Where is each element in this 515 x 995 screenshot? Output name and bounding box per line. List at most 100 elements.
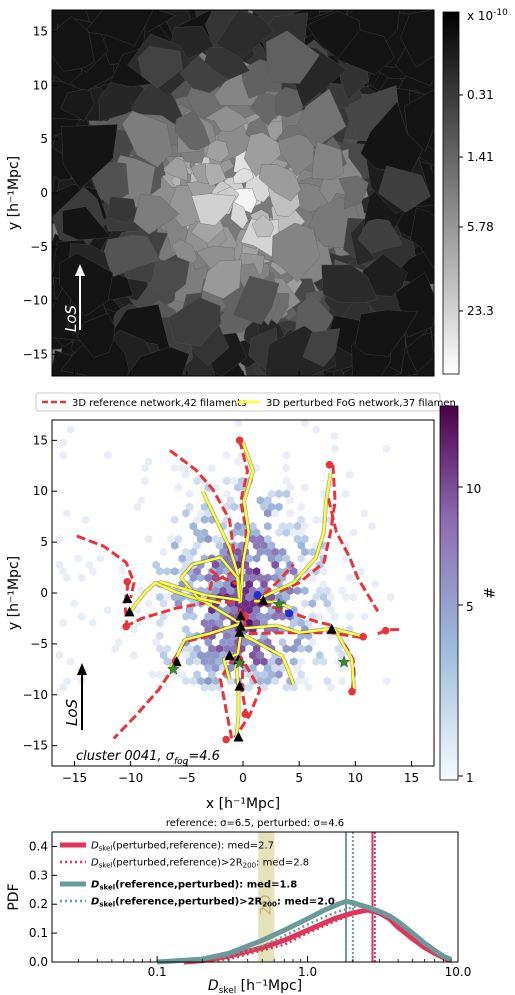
hexbin-cell <box>275 592 283 602</box>
y-tick-label: −10 <box>23 294 48 308</box>
hexbin-cell <box>226 586 235 595</box>
voronoi-cell <box>61 124 118 190</box>
hexbin-cell <box>211 612 220 621</box>
hexbin-cell <box>252 567 261 576</box>
hexbin-cell <box>301 586 309 595</box>
hexbin-cell <box>204 534 212 544</box>
pdf-curves <box>156 898 453 965</box>
hexbin-cell <box>223 644 231 653</box>
critical-point-saddle <box>234 680 245 691</box>
hexbin-cell <box>338 676 346 686</box>
hexbin-cell <box>182 612 190 621</box>
reference-filament <box>235 607 248 716</box>
voronoi-cell <box>133 193 180 235</box>
critical-point-saddle <box>326 623 337 634</box>
hexbin-cell <box>145 457 153 466</box>
hexbin-cell <box>130 625 138 634</box>
hexbin-cell <box>163 592 171 602</box>
hexbin-cell <box>357 567 365 576</box>
hexbin-cell <box>182 650 190 660</box>
hexbin-cell <box>156 644 164 653</box>
hexbin-cell <box>282 683 291 692</box>
pdf-legend-sub: skel <box>99 884 115 892</box>
pdf-legend: Dskel(perturbed,reference): med=2.7 Dskel… <box>60 841 335 909</box>
voronoi-cell <box>410 207 435 269</box>
hexbin-cell <box>89 618 97 628</box>
pdf-legend-rest: (reference,perturbed)>2R <box>115 897 262 908</box>
hexbin-cell <box>59 567 67 576</box>
hexbin-cell <box>267 657 276 666</box>
y-tick-label: 5 <box>40 132 48 146</box>
voronoi-cell <box>251 214 275 238</box>
hexbin-cell <box>338 663 346 673</box>
voronoi-cell <box>258 164 302 202</box>
hexbin-cell <box>264 534 272 544</box>
hexbin-cell <box>241 638 250 647</box>
filament-x-ticks: −15 −10 −5 0 5 10 15 <box>62 761 419 785</box>
hexbin-cell <box>308 547 317 557</box>
hexbin-cell <box>297 657 305 666</box>
hexbin-cell <box>371 580 380 589</box>
hexbin-cell <box>137 496 145 505</box>
hexbin-cell <box>193 657 201 666</box>
voronoi-cell <box>233 275 280 325</box>
critical-point-maximum <box>222 735 230 744</box>
pdf-legend-d: D <box>91 897 99 908</box>
critical-point-saddle <box>235 620 246 631</box>
y-tick-label: 0.4 <box>29 839 48 853</box>
hexbin-cell <box>59 683 67 692</box>
hexbin-cell <box>264 638 272 647</box>
voronoi-cell <box>354 309 418 357</box>
hexbin-cell <box>260 580 268 589</box>
hexbin-cell <box>271 573 279 583</box>
filament-x-label: x [h⁻¹Mpc] <box>206 796 280 812</box>
hexbin-cell <box>252 528 261 537</box>
hexbin-cell <box>282 476 291 486</box>
reference-filament <box>76 534 136 599</box>
hexbin-cell <box>342 592 350 602</box>
hexbin-cell <box>189 676 198 686</box>
voronoi-cell <box>202 259 242 299</box>
hexbin-cell <box>215 541 224 550</box>
hexbin-cell <box>323 676 331 686</box>
hexbin-cell <box>63 676 71 686</box>
hexbin-cell <box>185 502 194 512</box>
hexbin-cell <box>104 450 112 460</box>
hexbin-cell <box>297 528 305 537</box>
hexbin-cell <box>171 567 179 576</box>
hexbin-cell <box>275 657 283 666</box>
pdf-legend-sub: skel <box>99 862 113 870</box>
hexbin-cell <box>208 463 216 473</box>
hexbin-cell <box>252 541 261 550</box>
hexbin-cell <box>104 605 112 615</box>
2d-band-label: 2D <box>257 894 275 915</box>
hexbin-cell <box>319 592 328 602</box>
critical-point-maximum <box>325 460 334 469</box>
hexbin-cell <box>59 438 67 447</box>
hexbin-cell <box>223 476 231 486</box>
hexbin-cell <box>193 528 201 537</box>
hexbin-cell <box>245 592 253 602</box>
pdf-legend-label: Dskel(perturbed,reference): med=2.7 <box>91 841 274 853</box>
perturbed-filament <box>239 441 255 603</box>
hexbin-cell <box>189 650 198 660</box>
hexbin-cell <box>264 521 272 531</box>
hexbin-cell <box>145 534 153 544</box>
filament-y-ticks: 15 10 5 0 −5 −10 −15 <box>23 433 57 753</box>
critical-point-saddle <box>235 610 246 621</box>
colorbar-scale-label: x 10-10 <box>467 8 508 23</box>
voronoi-cell <box>311 141 344 180</box>
hexbin-cell <box>197 650 205 660</box>
hexbin-cell <box>193 670 201 679</box>
hexbin-cell <box>171 515 179 524</box>
critical-point-saddle <box>234 626 245 637</box>
hexbin-cell <box>245 580 253 589</box>
reference-filament <box>326 498 380 613</box>
hexbin-cell <box>271 560 279 570</box>
voronoi-cell <box>271 222 321 283</box>
hexbin-cell <box>264 496 272 505</box>
hexbin-cell <box>290 657 298 666</box>
hexbin-cell <box>271 547 279 557</box>
hexbin-cell <box>271 509 279 518</box>
pdf-plot-area <box>52 832 458 962</box>
